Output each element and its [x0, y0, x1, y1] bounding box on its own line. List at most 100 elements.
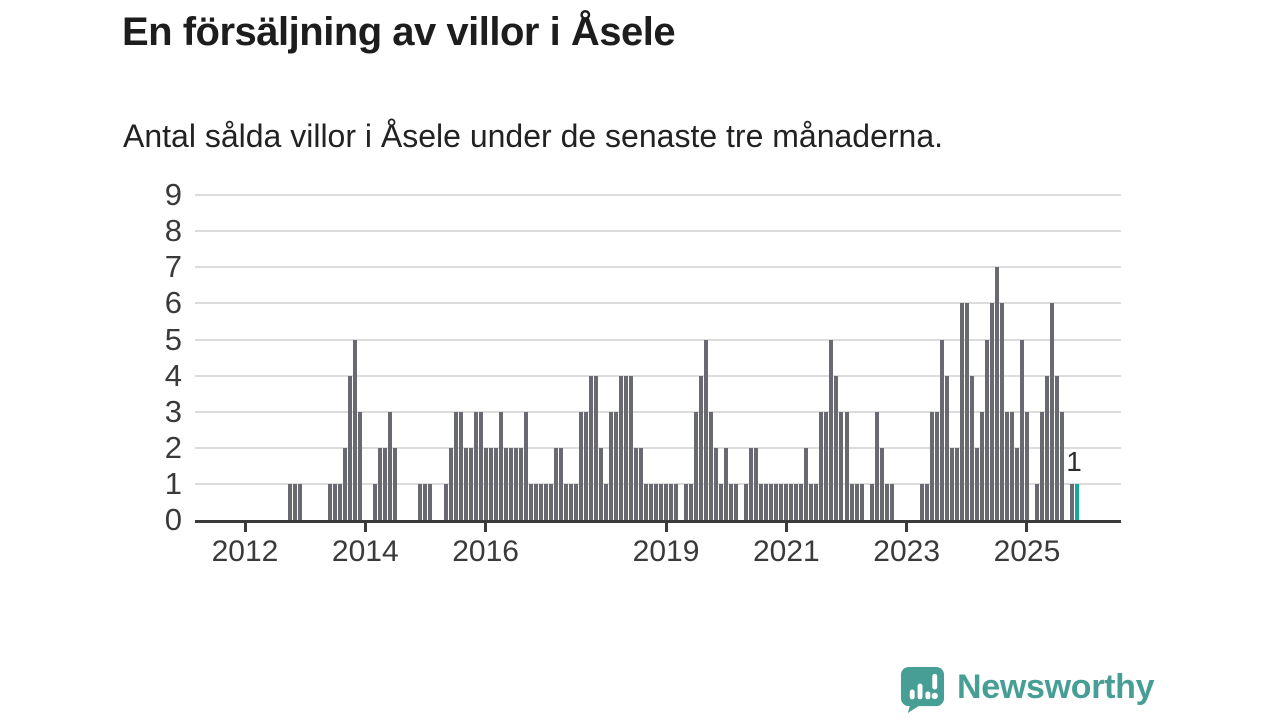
bar	[593, 375, 598, 520]
bar	[919, 483, 924, 520]
bar	[974, 447, 979, 520]
y-axis-label: 4	[164, 357, 182, 393]
bar	[879, 447, 884, 520]
bar	[378, 447, 383, 520]
bar	[834, 375, 839, 520]
bar	[794, 483, 799, 520]
bar	[699, 375, 704, 520]
bar	[854, 483, 859, 520]
y-axis-label: 8	[164, 213, 182, 249]
x-axis-tick	[905, 523, 909, 532]
bar	[984, 339, 989, 520]
bar	[618, 375, 623, 520]
x-axis-line	[195, 520, 1121, 523]
bar	[769, 483, 774, 520]
bar	[518, 447, 523, 520]
bar	[388, 411, 393, 520]
x-axis-label: 2025	[993, 535, 1061, 568]
bar	[458, 411, 463, 520]
gridline	[195, 266, 1121, 269]
bar	[298, 483, 303, 520]
bar	[664, 483, 669, 520]
bar	[694, 411, 699, 520]
bar	[689, 483, 694, 520]
bar	[814, 483, 819, 520]
bar	[749, 447, 754, 520]
bar	[598, 447, 603, 520]
y-axis-label: 6	[164, 285, 182, 321]
bar	[874, 411, 879, 520]
bar	[333, 483, 338, 520]
bar	[1014, 447, 1019, 520]
x-axis-label: 2016	[452, 535, 519, 568]
bar	[1024, 411, 1029, 520]
y-axis-label: 3	[164, 393, 182, 429]
y-axis-label: 7	[164, 249, 182, 285]
bar	[603, 483, 608, 520]
bar	[844, 411, 849, 520]
bar	[929, 411, 934, 520]
bar	[994, 267, 999, 520]
bar-highlighted-current	[1075, 483, 1080, 520]
y-axis-label: 5	[164, 321, 182, 357]
y-axis-label: 1	[164, 465, 182, 501]
x-axis-label: 2021	[752, 535, 820, 568]
bar	[453, 411, 458, 520]
brand-name: Newsworthy	[957, 667, 1155, 706]
bar	[548, 483, 553, 520]
bar	[709, 411, 714, 520]
bar	[503, 447, 508, 520]
x-axis-tick	[784, 523, 788, 532]
bar	[869, 483, 874, 520]
bar	[1009, 411, 1014, 520]
bar	[423, 483, 428, 520]
bar	[744, 483, 749, 520]
bar	[563, 483, 568, 520]
bar	[1034, 483, 1039, 520]
bar	[468, 447, 473, 520]
bar	[644, 483, 648, 520]
bar	[1045, 375, 1049, 520]
bar	[964, 303, 969, 520]
bar	[969, 375, 974, 520]
bar	[528, 483, 533, 520]
bar	[839, 411, 844, 520]
bar	[443, 483, 448, 520]
x-axis-tick	[664, 523, 668, 532]
bar	[373, 483, 378, 520]
bar	[623, 375, 628, 520]
page-title: En försäljning av villor i Åsele	[122, 10, 676, 54]
bar	[924, 483, 929, 520]
bar	[1055, 375, 1060, 520]
gridline	[195, 338, 1121, 341]
bar	[483, 447, 488, 520]
bar	[343, 447, 348, 520]
bar	[704, 339, 709, 520]
x-axis-tick	[1025, 523, 1029, 532]
bar	[613, 411, 618, 520]
bar	[714, 447, 719, 520]
x-axis-tick	[243, 523, 247, 532]
bar	[588, 375, 593, 520]
x-axis-label: 2012	[211, 535, 279, 568]
x-axis-tick	[363, 523, 367, 532]
chart-subtitle: Antal sålda villor i Åsele under de sena…	[123, 118, 944, 154]
bar	[729, 483, 734, 520]
bar	[533, 483, 538, 520]
bar	[959, 303, 964, 520]
bar	[939, 339, 944, 520]
chart-plot-area	[195, 160, 1121, 520]
x-axis-tick	[484, 523, 488, 532]
bar	[288, 483, 293, 520]
bar	[684, 483, 689, 520]
bar	[358, 411, 363, 520]
bar	[724, 447, 729, 520]
bar	[669, 483, 674, 520]
bar	[889, 483, 894, 520]
bar	[338, 483, 343, 520]
bar	[819, 411, 824, 520]
bar	[1060, 411, 1065, 520]
bar	[1039, 411, 1044, 520]
bar	[383, 447, 388, 520]
bar	[1004, 411, 1009, 520]
